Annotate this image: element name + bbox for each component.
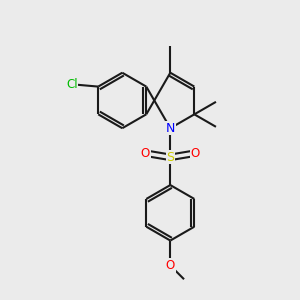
Text: Cl: Cl — [66, 78, 78, 91]
Text: O: O — [166, 259, 175, 272]
Text: O: O — [141, 147, 150, 160]
Text: O: O — [190, 147, 200, 160]
Text: N: N — [166, 122, 175, 135]
Text: S: S — [166, 151, 174, 164]
